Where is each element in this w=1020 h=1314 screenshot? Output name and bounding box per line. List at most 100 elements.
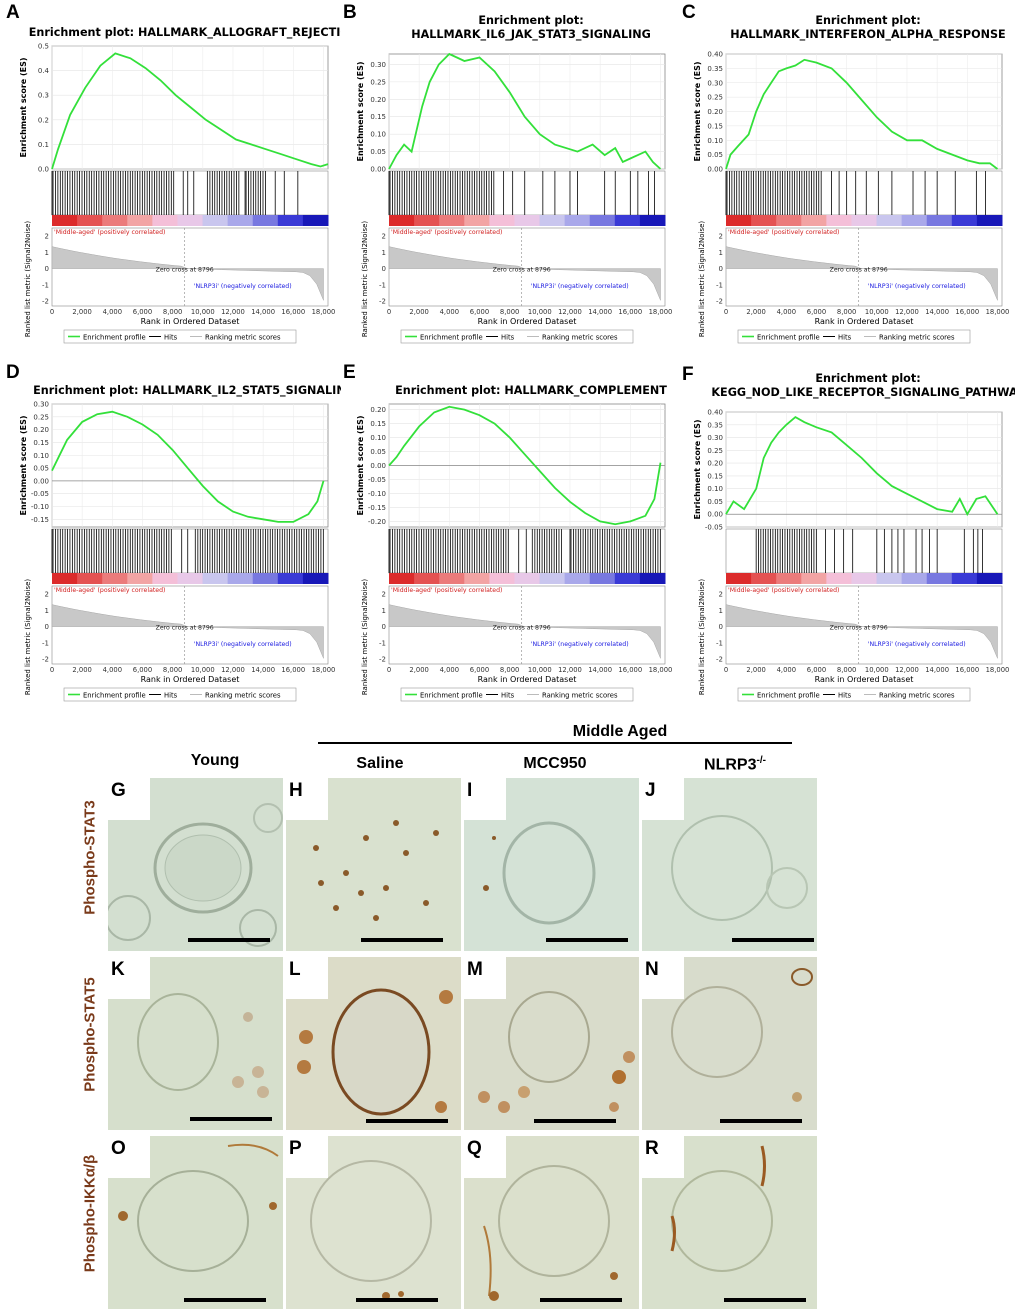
gradient-segment xyxy=(227,573,254,584)
xtick-label: 6,000 xyxy=(807,308,826,316)
metric-ylabel: Ranked list metric (Signal2Noise) xyxy=(24,579,32,696)
xtick-label: 2,000 xyxy=(72,308,91,316)
metric-ytick-label: 0 xyxy=(719,265,723,273)
panel-letter-e: E xyxy=(343,362,356,383)
metric-ytick-label: 0 xyxy=(719,623,723,631)
es-curve xyxy=(51,52,329,170)
gradient-segment xyxy=(564,573,591,584)
panel-letter-l: L xyxy=(289,959,301,980)
middle-aged-bracket-line xyxy=(318,742,792,744)
gradient-segment xyxy=(614,215,641,226)
micrograph-o: O xyxy=(108,1136,283,1309)
xtick-label: 6,000 xyxy=(470,308,489,316)
es-ytick-label: 0.30 xyxy=(707,79,723,87)
xtick-label: 0 xyxy=(387,308,391,316)
legend-label-metric: Ranking metric scores xyxy=(205,334,281,342)
xtick-label: 8,000 xyxy=(500,308,519,316)
gsea-panel-f: Enrichment plot: KEGG_NOD_LIKE_RECEPTOR_S… xyxy=(680,362,1020,714)
gradient-segment xyxy=(277,573,304,584)
gradient-segment xyxy=(489,215,515,226)
row-label-pstat5: Phospho-STAT5 xyxy=(81,977,99,1092)
metric-ytick-label: 2 xyxy=(45,591,49,599)
es-ytick-label: 0.25 xyxy=(33,413,49,421)
metric-ytick-label: 0 xyxy=(45,623,49,631)
scale-bar-k xyxy=(190,1117,272,1121)
xtick-label: 12,000 xyxy=(558,666,582,674)
xtick-label: 6,000 xyxy=(470,666,489,674)
es-ytick-label: 0.20 xyxy=(370,406,386,414)
es-ytick-label: 0.30 xyxy=(370,61,386,69)
es-ytick-label: 0.40 xyxy=(707,51,723,59)
xlabel: Rank in Ordered Dataset xyxy=(815,675,914,684)
legend-label-hits: Hits xyxy=(164,692,178,700)
metric-ytick-label: -1 xyxy=(716,281,723,289)
metric-ytick-label: 2 xyxy=(719,591,723,599)
scale-bar-p xyxy=(356,1298,438,1302)
xtick-label: 18,000 xyxy=(649,308,673,316)
inset-j xyxy=(642,778,684,820)
xtick-label: 4,000 xyxy=(103,666,122,674)
micrograph-q: Q xyxy=(464,1136,639,1309)
inset-k xyxy=(108,957,150,999)
es-ytick-label: 0.35 xyxy=(707,65,723,73)
es-curve xyxy=(388,405,662,526)
hits-frame xyxy=(51,170,329,216)
xtick-label: 18,000 xyxy=(649,666,673,674)
legend-label-hits: Hits xyxy=(501,334,515,342)
xtick-label: 2,000 xyxy=(409,666,428,674)
panel-letter-p: P xyxy=(289,1138,302,1159)
gradient-segment xyxy=(851,573,878,584)
es-ytick-label: 0.10 xyxy=(707,485,723,493)
xtick-label: 18,000 xyxy=(312,666,336,674)
gsea-panel-c: Enrichment plot: HALLMARK_INTERFERON_ALPH… xyxy=(680,4,1015,356)
es-ytick-label: 0.10 xyxy=(370,434,386,442)
panel-letter-n: N xyxy=(645,959,659,980)
metric-ytick-label: 2 xyxy=(382,233,386,241)
metric-ytick-label: -1 xyxy=(379,639,386,647)
gradient-segment xyxy=(726,573,752,584)
metric-ytick-label: 0 xyxy=(45,265,49,273)
gradient-segment xyxy=(589,573,616,584)
metric-ylabel: Ranked list metric (Signal2Noise) xyxy=(698,579,706,696)
panel-letter-a: A xyxy=(6,2,20,23)
es-plot-frame xyxy=(725,411,1003,528)
es-ytick-label: 0.20 xyxy=(707,108,723,116)
es-ytick-label: 0.15 xyxy=(370,420,386,428)
gradient-segment xyxy=(751,573,777,584)
metric-area xyxy=(725,246,998,301)
inset-g xyxy=(108,778,150,820)
es-ytick-label: 0.20 xyxy=(707,460,723,468)
es-ytick-label: 0.30 xyxy=(33,401,49,409)
chart-title-line: HALLMARK_INTERFERON_ALPHA_RESPONSE xyxy=(730,28,1005,41)
metric-ytick-label: -1 xyxy=(42,639,49,647)
es-ylabel: Enrichment score (ES) xyxy=(356,415,365,515)
xtick-label: 18,000 xyxy=(986,666,1010,674)
pos-correlated-label: 'Middle-aged' (positively correlated) xyxy=(728,587,839,594)
middle-aged-header: Middle Aged xyxy=(572,723,668,740)
panel-letter-i: I xyxy=(467,780,473,801)
micrograph-p: P xyxy=(286,1136,461,1309)
gradient-segment xyxy=(302,215,329,226)
gradient-segment xyxy=(414,215,440,226)
xtick-label: 6,000 xyxy=(133,308,152,316)
legend-box xyxy=(63,687,297,702)
gradient-segment xyxy=(102,573,128,584)
es-ytick-label: -0.15 xyxy=(368,504,386,512)
es-ylabel: Enrichment score (ES) xyxy=(19,415,28,515)
panel-letter-o: O xyxy=(111,1138,126,1159)
es-ytick-label: 0.20 xyxy=(33,426,49,434)
es-ytick-label: -0.05 xyxy=(705,524,723,532)
xlabel: Rank in Ordered Dataset xyxy=(478,317,577,326)
gradient-segment xyxy=(876,573,903,584)
metric-ylabel: Ranked list metric (Signal2Noise) xyxy=(361,579,369,696)
metric-ylabel: Ranked list metric (Signal2Noise) xyxy=(698,221,706,338)
es-ytick-label: 0.25 xyxy=(707,94,723,102)
chart-title-line: Enrichment plot: xyxy=(478,14,583,27)
xtick-label: 6,000 xyxy=(807,666,826,674)
micrograph-r: R xyxy=(642,1136,817,1309)
neg-correlated-label: 'NLRP3i' (negatively correlated) xyxy=(868,641,966,648)
xtick-label: 12,000 xyxy=(221,308,245,316)
xtick-label: 10,000 xyxy=(191,308,215,316)
metric-area xyxy=(51,246,324,301)
gradient-segment xyxy=(901,215,928,226)
